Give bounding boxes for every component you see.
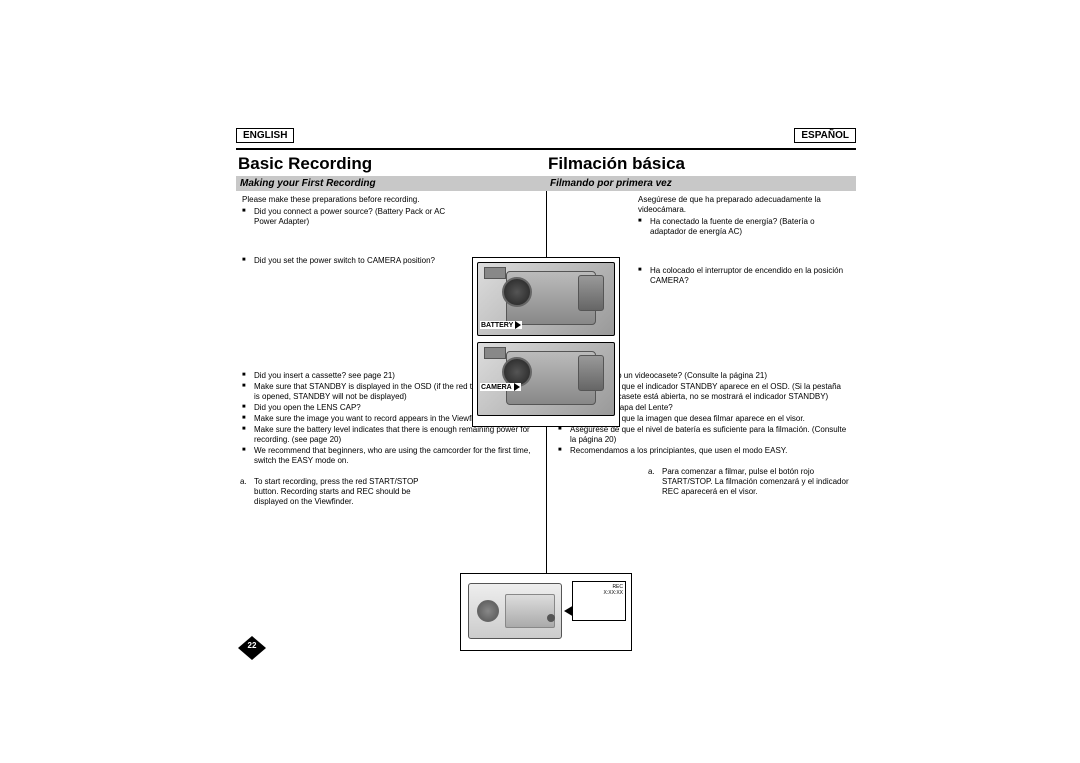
lang-left-badge: ENGLISH — [236, 128, 294, 143]
subtitle-right: Filmando por primera vez — [546, 176, 856, 191]
list-item: Asegúrese de que el nivel de batería es … — [570, 425, 850, 445]
figure-label-battery: BATTERY — [480, 321, 522, 329]
subtitle-row: Making your First Recording Filmando por… — [236, 176, 856, 191]
right-list-2: Ha colocado el interruptor de encendido … — [636, 266, 850, 286]
list-item: Ha colocado el interruptor de encendido … — [650, 266, 850, 286]
subtitle-left: Making your First Recording — [236, 176, 546, 191]
camera-illustration-record — [468, 583, 562, 639]
list-item: Para comenzar a filmar, pulse el botón r… — [662, 467, 850, 497]
page-number-badge: 22 — [238, 636, 266, 660]
osd-time: X:XX:XX — [575, 590, 623, 596]
left-step-a: To start recording, press the red START/… — [240, 477, 444, 507]
body-columns: BATTERY CAMERA REC X:XX — [236, 191, 856, 631]
right-intro: Asegúrese de que ha preparado adecuadame… — [636, 195, 850, 215]
language-row: ENGLISH ESPAÑOL — [236, 128, 856, 146]
figure-label-camera: CAMERA — [480, 383, 521, 391]
left-list-2: Did you set the power switch to CAMERA p… — [240, 256, 454, 266]
title-right: Filmación básica — [546, 150, 856, 176]
figure-start-stop: REC X:XX:XX — [460, 573, 632, 651]
list-item: Recomendamos a los principiantes, que us… — [570, 446, 850, 456]
triangle-icon — [514, 383, 520, 391]
list-item: Did you connect a power source? (Battery… — [254, 207, 454, 227]
title-row: Basic Recording Filmación básica — [236, 150, 856, 176]
right-list-1: Ha conectado la fuente de energía? (Bate… — [636, 217, 850, 237]
left-list-1: Did you connect a power source? (Battery… — [240, 207, 454, 227]
viewfinder-osd: REC X:XX:XX — [572, 581, 626, 621]
figure-camera-setup: BATTERY CAMERA — [472, 257, 620, 427]
triangle-icon — [515, 321, 521, 329]
lang-right-badge: ESPAÑOL — [794, 128, 856, 143]
list-item: To start recording, press the red START/… — [254, 477, 444, 507]
camera-illustration-top: BATTERY — [477, 262, 615, 336]
title-left: Basic Recording — [236, 150, 546, 176]
page-number: 22 — [238, 641, 266, 650]
list-item: Ha conectado la fuente de energía? (Bate… — [650, 217, 850, 237]
manual-page: ENGLISH ESPAÑOL Basic Recording Filmació… — [236, 128, 856, 660]
list-item: We recommend that beginners, who are usi… — [254, 446, 540, 466]
camera-illustration-bottom: CAMERA — [477, 342, 615, 416]
list-item: Make sure the battery level indicates th… — [254, 425, 540, 445]
list-item: Did you set the power switch to CAMERA p… — [254, 256, 454, 266]
right-step-a: Para comenzar a filmar, pulse el botón r… — [648, 467, 850, 497]
left-intro: Please make these preparations before re… — [240, 195, 454, 205]
